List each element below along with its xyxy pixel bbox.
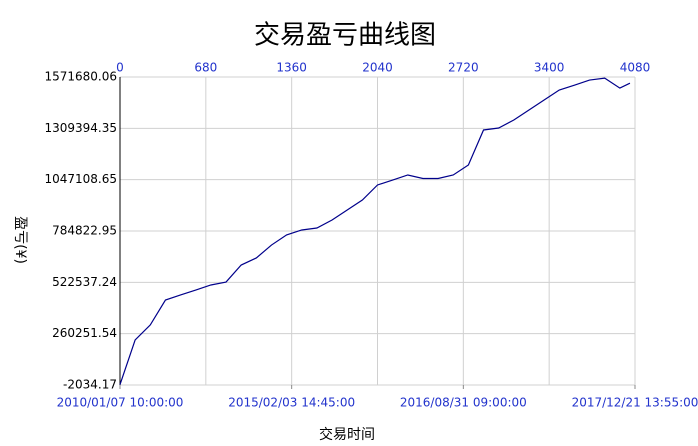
y-tick-label: -2034.17	[63, 378, 117, 392]
x-tick-label: 1360	[276, 61, 307, 75]
y-tick-label: 1309394.35	[44, 121, 117, 135]
y-tick-label: 1571680.06	[44, 70, 117, 84]
x-tick-label: 680	[194, 61, 217, 75]
x-tick-label: 0	[116, 61, 124, 75]
y-tick-label: 260251.54	[52, 326, 117, 340]
x2-tick-label: 2016/08/31 09:00:00	[400, 396, 527, 410]
y-tick-label: 1047108.65	[44, 172, 117, 186]
y-tick-label: 522537.24	[52, 275, 117, 289]
x2-tick-label: 2017/12/21 13:55:00	[572, 396, 698, 410]
y-axis-label: 盈亏(¥)	[12, 216, 28, 264]
chart-title: 交易盈亏曲线图	[254, 21, 436, 51]
x2-tick-label: 2010/01/07 10:00:00	[57, 396, 184, 410]
data-line	[119, 77, 631, 385]
x-tick-label: 2720	[448, 61, 479, 75]
x-tick-label: 2040	[362, 61, 393, 75]
x2-tick-label: 2015/02/03 14:45:00	[228, 396, 355, 410]
x-axis-label: 交易时间	[319, 426, 375, 443]
x-tick-label: 4080	[620, 61, 651, 75]
y-tick-label: 784822.95	[52, 224, 117, 238]
x-tick-label: 3400	[534, 61, 565, 75]
